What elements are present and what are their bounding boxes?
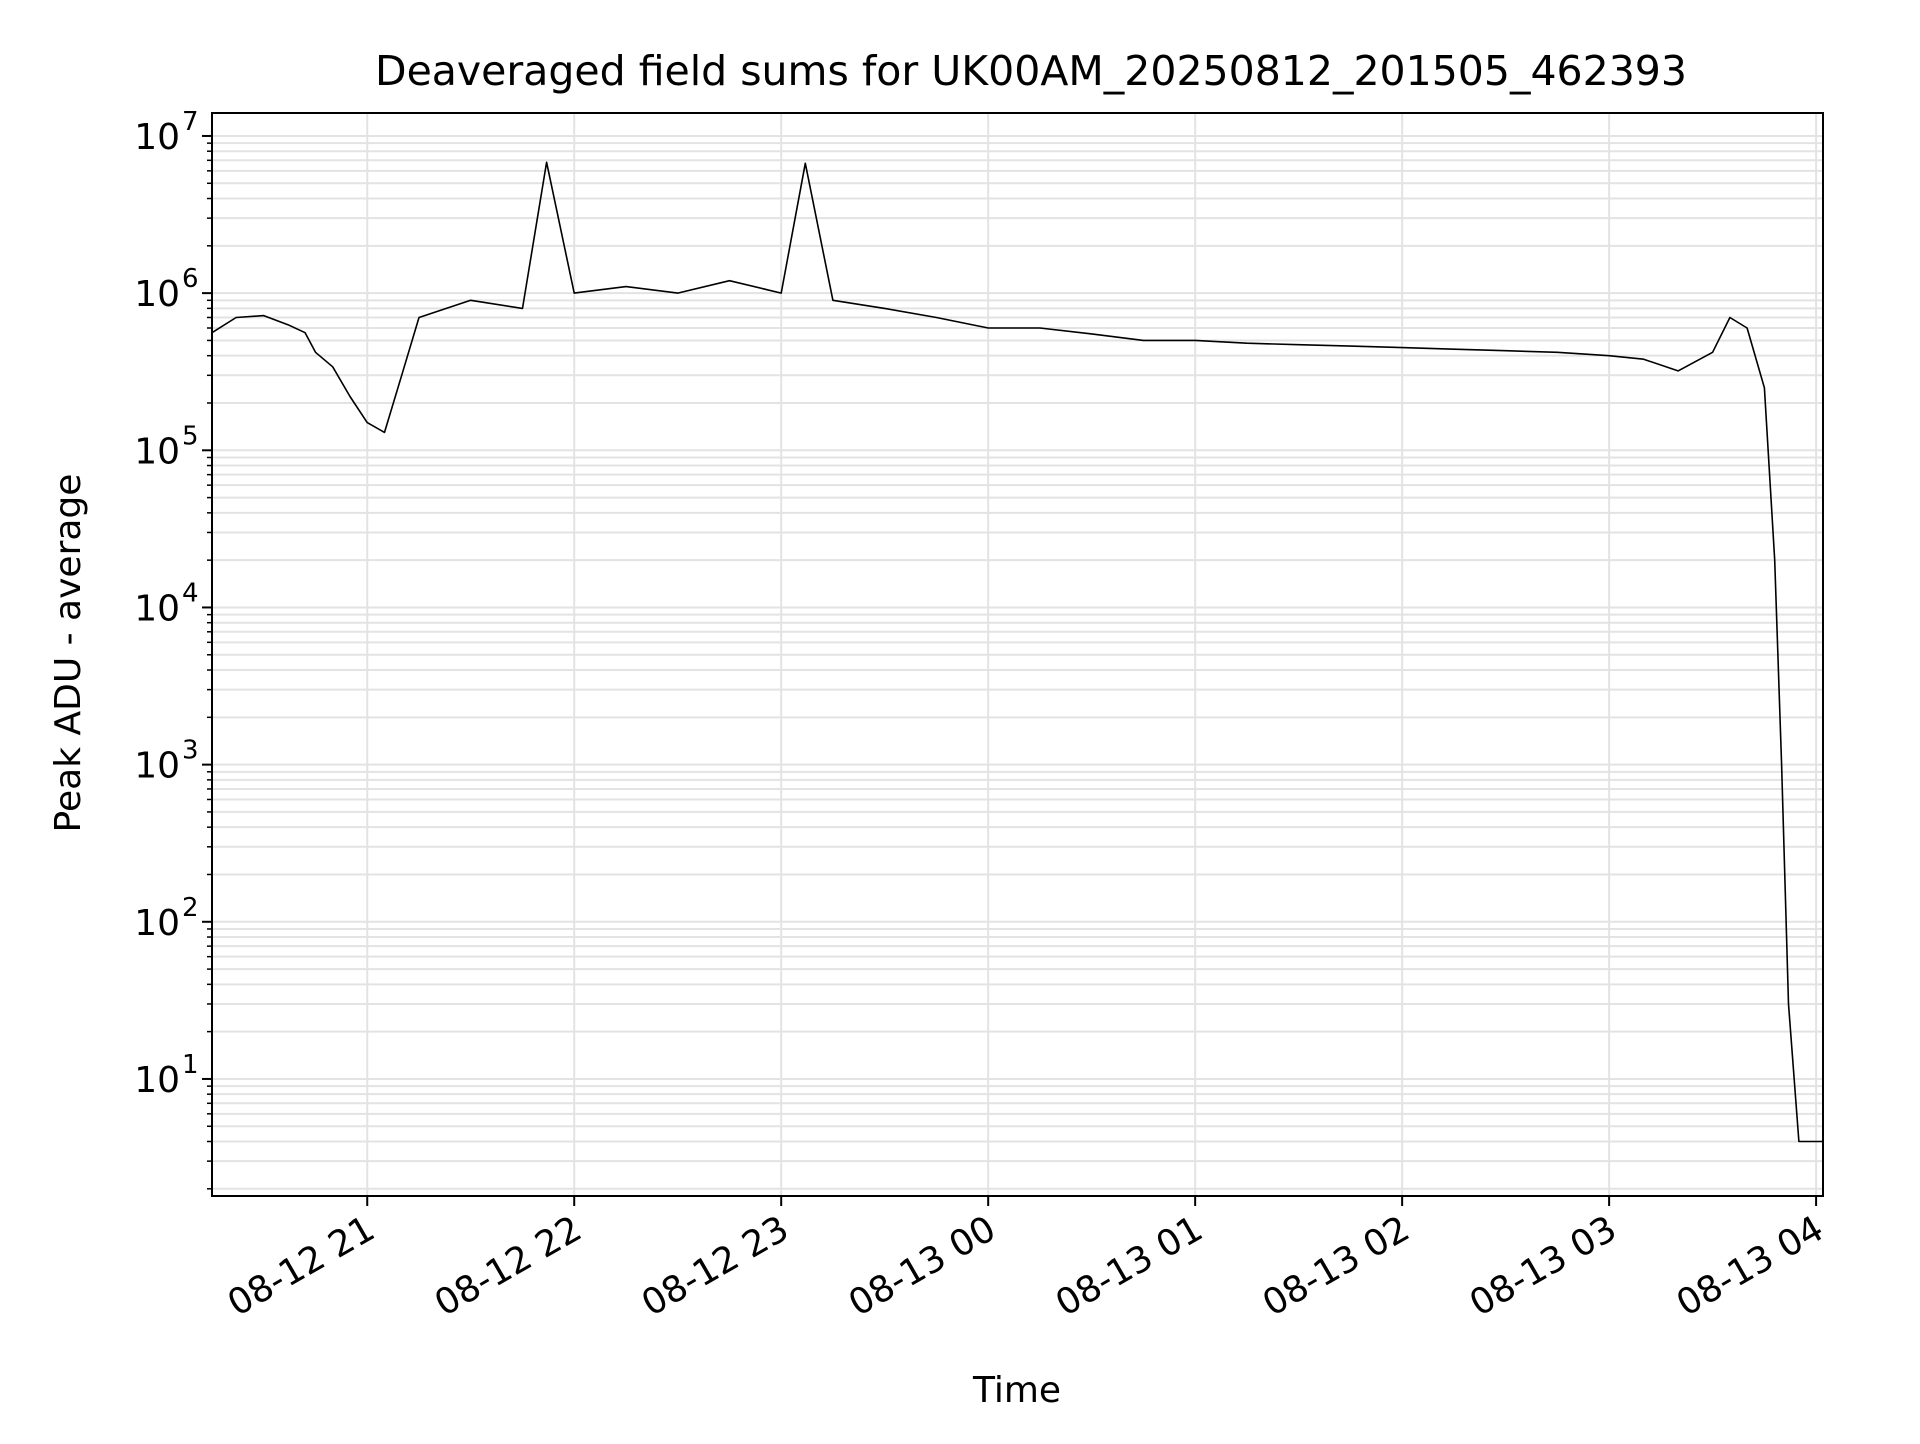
y-tick-exponent: 2 xyxy=(182,893,199,923)
y-tick-label: 10 xyxy=(134,588,180,629)
y-tick-exponent: 6 xyxy=(182,264,199,294)
data-layer xyxy=(211,161,1823,1143)
y-tick-exponent: 5 xyxy=(182,421,199,451)
y-tick-label: 10 xyxy=(134,746,180,787)
series-line xyxy=(211,161,1823,1143)
grid xyxy=(212,113,1823,1196)
y-axis-label: Peak ADU - average xyxy=(48,474,89,833)
y-tick-exponent: 3 xyxy=(182,736,199,766)
y-tick-label: 10 xyxy=(134,274,180,315)
y-tick-label: 10 xyxy=(134,431,180,472)
y-tick-exponent: 4 xyxy=(182,578,199,608)
chart-title: Deaveraged field sums for UK00AM_2025081… xyxy=(375,47,1687,95)
y-tick-label: 10 xyxy=(134,903,180,944)
y-tick-exponent: 7 xyxy=(182,107,199,137)
y-tick-label: 10 xyxy=(134,1060,180,1101)
x-axis-label: Time xyxy=(972,1370,1061,1411)
y-tick-label: 10 xyxy=(134,117,180,158)
y-tick-exponent: 1 xyxy=(182,1050,199,1080)
